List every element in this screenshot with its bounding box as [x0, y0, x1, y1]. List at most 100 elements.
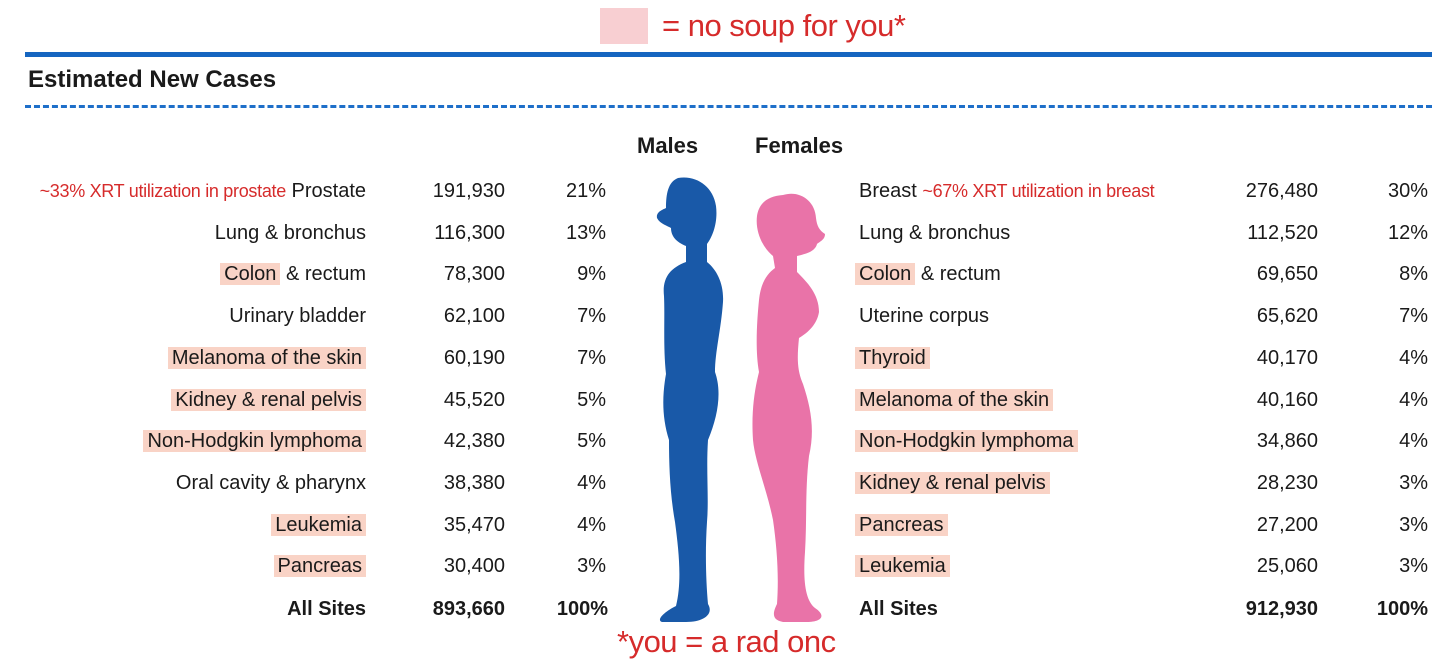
highlighted-site: Non-Hodgkin lymphoma — [143, 430, 366, 452]
case-count: 276,480 — [1245, 180, 1318, 202]
site-label: Kidney & renal pelvis — [171, 385, 366, 415]
table-row: Breast ~67% XRT utilization in breast 276… — [0, 176, 1445, 206]
top-rule — [25, 52, 1432, 57]
case-count: 34,860 — [1256, 430, 1318, 452]
site-label: Kidney & renal pelvis — [855, 468, 1050, 498]
highlighted-site: Melanoma of the skin — [855, 389, 1054, 411]
case-count: 78,300 — [443, 263, 505, 285]
table-row: Pancreas 30,400 3% — [0, 551, 1445, 581]
site-label: Uterine corpus — [855, 301, 989, 331]
annotation-note: ~67% XRT utilization in breast — [922, 181, 1155, 201]
case-percent: 3% — [1399, 472, 1428, 494]
site-name: Prostate — [291, 180, 366, 202]
site-name: Urinary bladder — [229, 305, 366, 327]
site-name: Oral cavity & pharynx — [175, 472, 366, 494]
case-count: 60,190 — [443, 347, 505, 369]
site-label: Lung & bronchus — [215, 218, 366, 248]
case-percent: 7% — [577, 347, 606, 369]
table-row: Leukemia 35,470 4% — [0, 510, 1445, 540]
highlighted-site: Kidney & renal pelvis — [171, 389, 366, 411]
total-percent: 100% — [556, 598, 608, 620]
total-cases: 893,660 — [432, 598, 505, 620]
female-silhouette-icon — [752, 193, 825, 622]
males-header: Males — [637, 133, 699, 158]
highlighted-site: Kidney & renal pelvis — [855, 472, 1050, 494]
total-label: All Sites — [287, 598, 366, 620]
case-count: 116,300 — [434, 222, 505, 244]
table-row: Melanoma of the skin 60,190 7% — [0, 343, 1445, 373]
table-row: Colon & rectum 69,650 8% — [0, 259, 1445, 289]
site-label: Pancreas — [273, 551, 366, 581]
table-row: Leukemia 25,060 3% — [0, 551, 1445, 581]
highlighted-site: Pancreas — [273, 555, 366, 577]
case-percent: 3% — [1399, 555, 1428, 577]
table-row: Lung & bronchus 116,300 13% — [0, 218, 1445, 248]
table-row: Thyroid 40,170 4% — [0, 343, 1445, 373]
legend-swatch — [600, 8, 648, 44]
case-count: 65,620 — [1256, 305, 1318, 327]
case-percent: 4% — [1399, 430, 1428, 452]
site-label: ~33% XRT utilization in prostate Prostat… — [40, 176, 366, 206]
females-header: Females — [755, 133, 844, 158]
case-percent: 5% — [577, 389, 606, 411]
site-label: Thyroid — [855, 343, 930, 373]
table-row: Non-Hodgkin lymphoma 34,860 4% — [0, 426, 1445, 456]
case-count: 45,520 — [443, 389, 505, 411]
case-percent: 5% — [577, 430, 606, 452]
case-count: 191,930 — [432, 180, 505, 202]
legend-text: = no soup for you* — [662, 8, 906, 43]
total-row: All Sites 912,930 100% — [0, 594, 1445, 624]
legend: = no soup for you* — [600, 8, 906, 44]
case-count: 42,380 — [443, 430, 505, 452]
site-label: Colon & rectum — [855, 259, 1001, 289]
case-percent: 8% — [1399, 263, 1428, 285]
table-row: Pancreas 27,200 3% — [0, 510, 1445, 540]
case-count: 112,520 — [1247, 222, 1318, 244]
case-percent: 7% — [1399, 305, 1428, 327]
site-label: Melanoma of the skin — [855, 385, 1054, 415]
case-count: 27,200 — [1256, 514, 1318, 536]
case-percent: 4% — [1399, 347, 1428, 369]
page-title: Estimated New Cases — [28, 66, 277, 93]
case-percent: 13% — [565, 222, 606, 244]
site-name-rest: & rectum — [915, 263, 1001, 285]
annotation-note: ~33% XRT utilization in prostate — [39, 181, 287, 201]
highlighted-site: Colon — [855, 263, 916, 285]
case-percent: 21% — [565, 180, 606, 202]
total-label: All Sites — [859, 598, 938, 620]
table-row: Colon & rectum 78,300 9% — [0, 259, 1445, 289]
highlighted-site: Leukemia — [271, 514, 366, 536]
case-percent: 3% — [577, 555, 606, 577]
case-count: 28,230 — [1256, 472, 1318, 494]
table-row: Melanoma of the skin 40,160 4% — [0, 385, 1445, 415]
site-name: Lung & bronchus — [214, 222, 366, 244]
table-row: Lung & bronchus 112,520 12% — [0, 218, 1445, 248]
case-count: 35,470 — [443, 514, 505, 536]
case-percent: 4% — [577, 472, 606, 494]
site-label: Breast ~67% XRT utilization in breast — [855, 176, 1155, 206]
case-percent: 30% — [1387, 180, 1428, 202]
case-percent: 9% — [577, 263, 606, 285]
case-count: 40,160 — [1256, 389, 1318, 411]
site-name-rest: & rectum — [280, 263, 366, 285]
total-cases: 912,930 — [1245, 598, 1318, 620]
table-row: Oral cavity & pharynx 38,380 4% — [0, 468, 1445, 498]
case-count: 30,400 — [443, 555, 505, 577]
case-percent: 4% — [1399, 389, 1428, 411]
site-label: Lung & bronchus — [855, 218, 1010, 248]
highlighted-site: Non-Hodgkin lymphoma — [855, 430, 1078, 452]
table-row: ~33% XRT utilization in prostate Prostat… — [0, 176, 1445, 206]
site-label: Melanoma of the skin — [167, 343, 366, 373]
site-label: Urinary bladder — [229, 301, 366, 331]
case-percent: 12% — [1387, 222, 1428, 244]
table-row: Kidney & renal pelvis 45,520 5% — [0, 385, 1445, 415]
total-percent: 100% — [1376, 598, 1428, 620]
total-row: All Sites 893,660 100% — [0, 594, 1445, 624]
highlighted-site: Thyroid — [855, 347, 930, 369]
case-count: 69,650 — [1256, 263, 1318, 285]
male-silhouette-icon — [656, 177, 724, 622]
site-label: Colon & rectum — [220, 259, 366, 289]
table-row: Urinary bladder 62,100 7% — [0, 301, 1445, 331]
site-name: Uterine corpus — [859, 305, 990, 327]
site-label: Oral cavity & pharynx — [176, 468, 366, 498]
